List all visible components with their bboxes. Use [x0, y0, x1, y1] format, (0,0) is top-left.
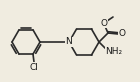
Text: NH₂: NH₂ — [105, 47, 122, 56]
Text: O: O — [118, 30, 125, 39]
Text: Cl: Cl — [30, 63, 38, 72]
Text: N: N — [66, 37, 72, 46]
Text: O: O — [101, 19, 108, 27]
